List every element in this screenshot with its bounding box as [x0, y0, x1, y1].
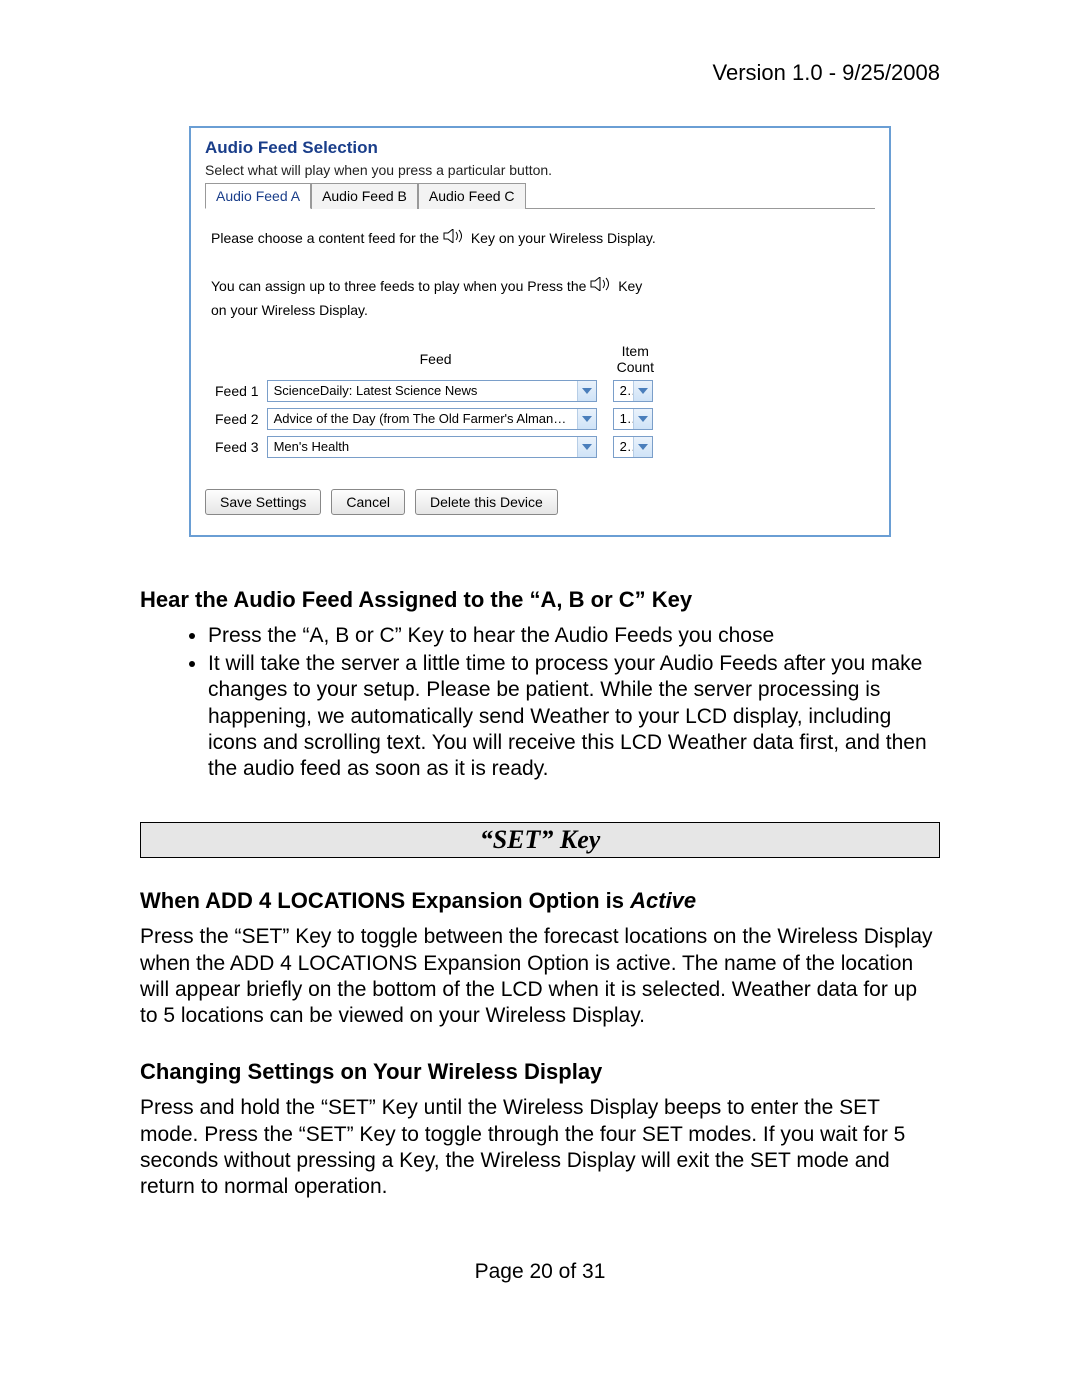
set-key-banner: “SET” Key: [140, 822, 940, 858]
heading-change-settings: Changing Settings on Your Wireless Displ…: [140, 1059, 940, 1085]
heading-hear-audio: Hear the Audio Feed Assigned to the “A, …: [140, 587, 940, 613]
count-select-3[interactable]: 2: [613, 436, 653, 458]
instr-1b: Key on your Wireless Display.: [471, 230, 656, 246]
button-row: Save Settings Cancel Delete this Device: [205, 489, 875, 515]
list-item: Press the “A, B or C” Key to hear the Au…: [208, 623, 940, 649]
version-text: Version 1.0 - 9/25/2008: [140, 60, 940, 86]
feed-select-1[interactable]: ScienceDaily: Latest Science News: [267, 380, 597, 402]
table-row: Feed 2 Advice of the Day (from The Old F…: [211, 405, 662, 433]
page-footer: Page 20 of 31: [140, 1260, 940, 1284]
panel-title: Audio Feed Selection: [205, 138, 875, 158]
count-select-2[interactable]: 1: [613, 408, 653, 430]
tab-audio-feed-a[interactable]: Audio Feed A: [205, 183, 311, 209]
row-label: Feed 1: [211, 377, 263, 405]
chevron-down-icon: [633, 409, 652, 429]
instr-2b: Key: [618, 278, 642, 294]
list-item: It will take the server a little time to…: [208, 651, 940, 782]
audio-feed-panel: Audio Feed Selection Select what will pl…: [189, 126, 891, 537]
bullet-list: Press the “A, B or C” Key to hear the Au…: [140, 623, 940, 783]
feed-select-3[interactable]: Men's Health: [267, 436, 597, 458]
paragraph-add4: Press the “SET” Key to toggle between th…: [140, 924, 940, 1029]
col-feed: Feed: [263, 341, 609, 377]
speaker-icon: [443, 227, 467, 251]
row-label: Feed 2: [211, 405, 263, 433]
cancel-button[interactable]: Cancel: [331, 489, 405, 515]
count-select-value: 2: [614, 383, 633, 398]
save-button[interactable]: Save Settings: [205, 489, 321, 515]
tab-audio-feed-c[interactable]: Audio Feed C: [418, 183, 526, 209]
instr-2a: You can assign up to three feeds to play…: [211, 278, 590, 294]
page: Version 1.0 - 9/25/2008 Audio Feed Selec…: [0, 0, 1080, 1344]
heading-add4-b: Active: [630, 888, 696, 913]
feed-select-value: Men's Health: [268, 439, 577, 454]
panel-subtitle: Select what will play when you press a p…: [205, 162, 875, 178]
table-row: Feed 1 ScienceDaily: Latest Science News…: [211, 377, 662, 405]
row-label: Feed 3: [211, 433, 263, 461]
tab-audio-feed-b[interactable]: Audio Feed B: [311, 183, 418, 209]
heading-add4: When ADD 4 LOCATIONS Expansion Option is…: [140, 888, 940, 914]
table-row: Feed 3 Men's Health 2: [211, 433, 662, 461]
col-count: Item Count: [609, 341, 662, 377]
feed-select-value: Advice of the Day (from The Old Farmer's…: [268, 411, 577, 426]
paragraph-change: Press and hold the “SET” Key until the W…: [140, 1095, 940, 1200]
feed-select-2[interactable]: Advice of the Day (from The Old Farmer's…: [267, 408, 597, 430]
feed-table: Feed Item Count Feed 1 ScienceDaily: Lat…: [211, 341, 662, 461]
chevron-down-icon: [577, 381, 596, 401]
delete-device-button[interactable]: Delete this Device: [415, 489, 558, 515]
feed-select-value: ScienceDaily: Latest Science News: [268, 383, 577, 398]
count-select-value: 1: [614, 411, 633, 426]
chevron-down-icon: [633, 381, 652, 401]
count-select-value: 2: [614, 439, 633, 454]
chevron-down-icon: [577, 437, 596, 457]
instr-3: on your Wireless Display.: [211, 302, 368, 318]
speaker-icon: [590, 275, 614, 299]
instr-1a: Please choose a content feed for the: [211, 230, 443, 246]
chevron-down-icon: [633, 437, 652, 457]
instruction-text: Please choose a content feed for the Key…: [211, 227, 869, 323]
count-select-1[interactable]: 2: [613, 380, 653, 402]
heading-add4-a: When ADD 4 LOCATIONS Expansion Option is: [140, 888, 630, 913]
tab-bar: Audio Feed A Audio Feed B Audio Feed C: [205, 182, 875, 209]
chevron-down-icon: [577, 409, 596, 429]
